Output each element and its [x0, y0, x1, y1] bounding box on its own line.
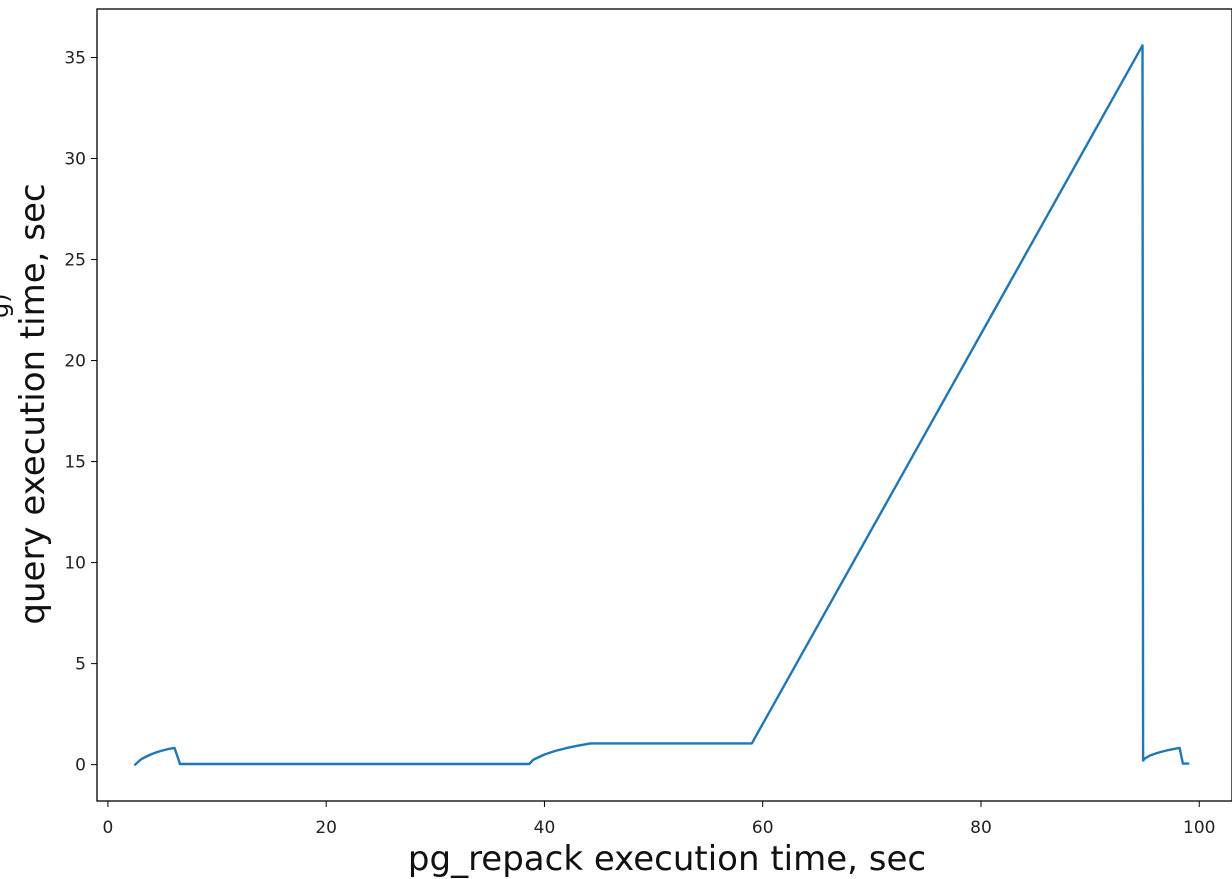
axis-ticks: 0 20 40 60 80 100 0 5 10 15 20 25 30 35 — [64, 48, 1215, 838]
y-axis-label: query execution time, sec — [13, 183, 53, 624]
plot-area — [96, 8, 1232, 802]
x-tick-label: 20 — [315, 818, 337, 838]
y-tick-label: 20 — [64, 352, 86, 372]
plot-frame — [96, 8, 1232, 802]
y-tick-label: 25 — [64, 251, 86, 271]
y-tick-label: 0 — [75, 756, 86, 776]
x-tick-label: 60 — [752, 818, 774, 838]
y-tick-label: 30 — [64, 150, 86, 170]
x-tick-label: 0 — [102, 818, 113, 838]
x-tick-label: 80 — [970, 818, 992, 838]
y-tick-label: 15 — [64, 453, 86, 473]
y-tick-label: 35 — [64, 48, 86, 68]
y-tick-label: 10 — [64, 554, 86, 574]
x-tick-label: 40 — [534, 818, 556, 838]
x-axis-label: pg_repack execution time, sec — [408, 839, 926, 879]
y-tick-label: 5 — [75, 655, 86, 675]
clipped-title-fragment: g) — [0, 293, 14, 318]
x-tick-label: 100 — [1183, 818, 1215, 838]
series-line-0 — [133, 44, 1190, 766]
